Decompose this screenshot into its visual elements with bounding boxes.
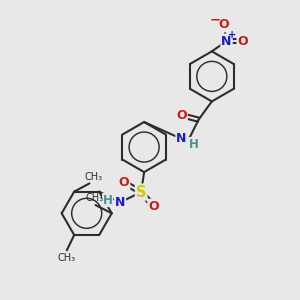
Text: O: O <box>148 200 159 213</box>
Text: S: S <box>136 184 146 200</box>
Text: N: N <box>115 196 125 209</box>
Text: O: O <box>119 176 129 189</box>
Text: N: N <box>176 132 187 145</box>
Text: O: O <box>218 18 229 32</box>
Text: +: + <box>228 30 236 40</box>
Text: CH₃: CH₃ <box>86 193 104 203</box>
Text: CH₃: CH₃ <box>58 253 76 263</box>
Text: O: O <box>176 109 187 122</box>
Text: −: − <box>210 13 221 26</box>
Text: O: O <box>237 34 248 48</box>
Text: H: H <box>189 138 199 151</box>
Text: CH₃: CH₃ <box>85 172 103 182</box>
Text: N: N <box>221 34 232 48</box>
Text: H: H <box>103 194 112 207</box>
